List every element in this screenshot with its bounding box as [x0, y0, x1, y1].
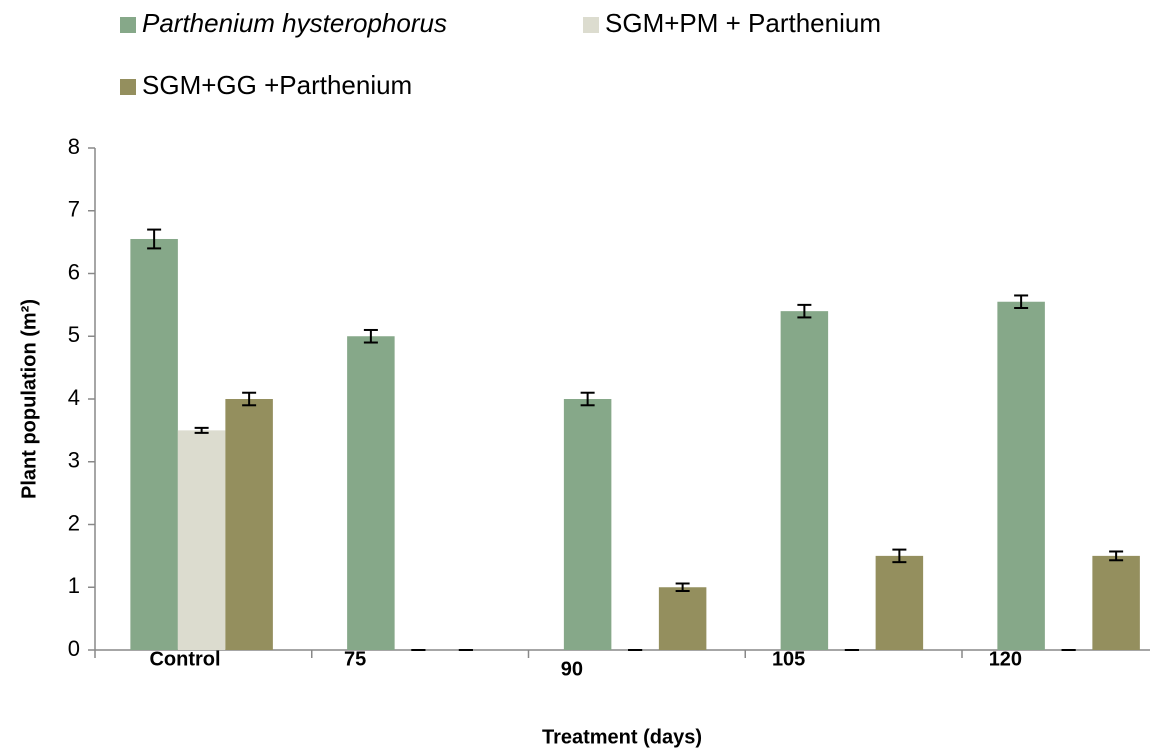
y-tick-label: 6	[68, 259, 80, 284]
error-bar	[1109, 550, 1124, 562]
bar	[130, 238, 178, 651]
y-tick-label: 1	[68, 573, 80, 598]
x-tick-label: 75	[344, 648, 366, 670]
legend-swatch	[583, 17, 599, 33]
bar	[997, 301, 1045, 650]
error-bar	[363, 328, 378, 344]
legend-label: SGM+PM + Parthenium	[605, 8, 881, 38]
bar	[875, 555, 924, 650]
y-tick-label: 2	[68, 510, 80, 535]
bar	[780, 311, 829, 650]
error-bar	[147, 228, 162, 250]
y-tick-label: 8	[68, 134, 80, 159]
legend-label: SGM+GG +Parthenium	[142, 70, 412, 100]
bar	[225, 399, 273, 650]
legend-swatch	[120, 79, 136, 95]
error-bar	[797, 303, 812, 319]
legend-label: Parthenium hysterophorus	[142, 8, 447, 38]
x-tick-label: Control	[149, 648, 220, 670]
x-axis-title: Treatment (days)	[542, 726, 702, 748]
x-tick-label: 105	[772, 648, 805, 670]
bar	[563, 399, 612, 650]
y-axis-title: Plant population (m²)	[18, 299, 40, 499]
bar	[347, 336, 395, 650]
y-tick-label: 7	[68, 197, 80, 222]
y-tick-label: 4	[68, 385, 80, 410]
legend-swatch	[120, 17, 136, 33]
error-bar	[194, 426, 209, 434]
y-tick-label: 3	[68, 448, 80, 473]
x-tick-label: 120	[989, 648, 1022, 670]
bar	[177, 430, 226, 650]
error-bar	[580, 391, 595, 407]
x-tick-label: 90	[561, 658, 583, 680]
error-bar	[1014, 294, 1029, 310]
error-bar	[892, 548, 907, 564]
error-bar	[675, 582, 690, 593]
y-tick-label: 0	[68, 636, 80, 661]
y-tick-label: 5	[68, 322, 80, 347]
error-bar	[242, 391, 257, 407]
bar	[1092, 555, 1140, 650]
bar	[658, 587, 707, 650]
